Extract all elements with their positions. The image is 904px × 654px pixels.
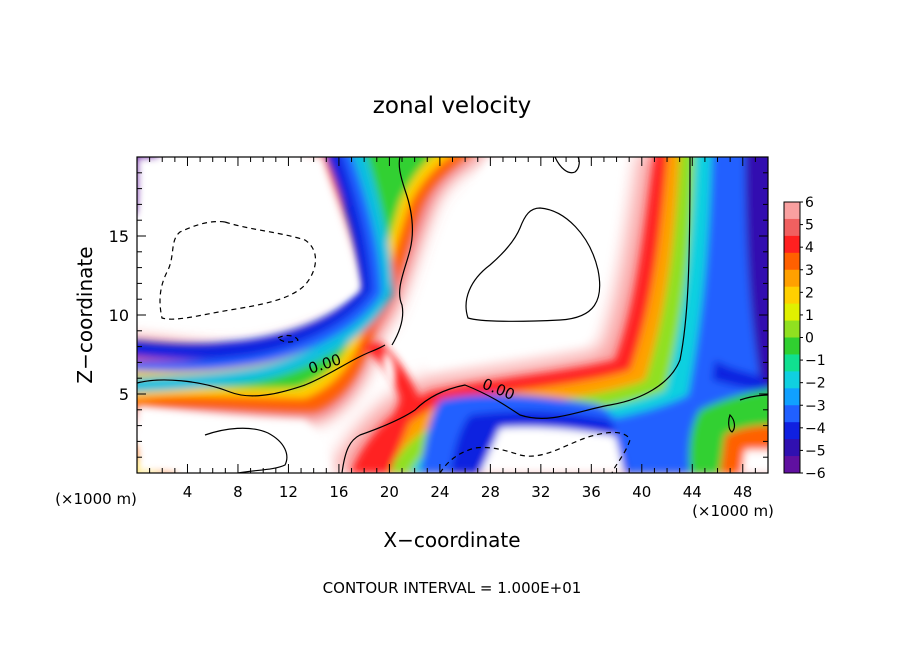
colorbar-swatch [784, 235, 800, 254]
contour-interval-note: CONTOUR INTERVAL = 1.000E+01 [323, 579, 582, 597]
x-tick-label: 12 [279, 483, 298, 501]
colorbar-swatch [784, 337, 800, 355]
contour-zero-left [137, 157, 414, 397]
y-tick-label: 5 [119, 385, 129, 404]
x-tick-label: 40 [632, 483, 651, 501]
contour-zero-right [341, 157, 691, 473]
x-tick-label: 36 [582, 483, 601, 501]
heatmap-field [137, 157, 768, 473]
colorbar-swatch [784, 286, 800, 305]
colorbar-swatch [784, 388, 800, 406]
y-tick-label: 15 [109, 227, 129, 246]
colorbar-swatch [784, 422, 800, 440]
colorbar-label: −2 [805, 376, 826, 392]
x-tick-label: 32 [531, 483, 550, 501]
colorbar-label: −4 [805, 421, 826, 437]
colorbar-label: −3 [805, 398, 826, 414]
colorbar-label: 2 [805, 285, 814, 301]
contour-lines [137, 157, 768, 473]
colorbar-swatch [784, 371, 800, 389]
colorbar-swatch [784, 405, 800, 423]
contour-closed-center [465, 207, 601, 322]
x-axis-label: X−coordinate [383, 528, 520, 552]
colorbar-label: 6 [805, 195, 814, 211]
x-tick-label: 16 [329, 483, 348, 501]
x-axis: 4 8 12 16 20 24 28 32 36 40 44 48 [149, 157, 756, 501]
x-tick-label: 8 [233, 483, 243, 501]
contour-right-blob [728, 394, 768, 433]
y-tick-label: 10 [109, 306, 129, 325]
colorbar-swatch [784, 252, 800, 271]
colorbar-label: −5 [805, 443, 826, 459]
colorbar-label: −1 [805, 353, 826, 369]
colorbar-label: 3 [805, 263, 814, 279]
x-tick-label: 24 [430, 483, 449, 501]
contour-dashed-upper-left [159, 220, 317, 320]
colorbar-swatch [784, 218, 800, 237]
colorbar-swatch [784, 439, 800, 457]
colorbar-swatch [784, 456, 800, 474]
y-axis-label: Z−coordinate [73, 246, 97, 383]
colorbar-swatch [784, 354, 800, 372]
colorbar-label: 1 [805, 308, 814, 324]
colorbar-swatch [784, 303, 800, 322]
colorbar: 6 5 4 3 2 1 0 −1 −2 −3 −4 −5 −6 [783, 195, 826, 482]
contour-bottom-left [204, 427, 288, 473]
x-tick-label: 48 [733, 483, 752, 501]
colorbar-label: 0 [805, 331, 814, 347]
contour-dashed-small [277, 334, 299, 343]
x-tick-label: 4 [183, 483, 193, 501]
colorbar-label: 4 [805, 240, 814, 256]
colorbar-swatch [784, 202, 800, 220]
y-axis: 5 10 15 [109, 172, 768, 458]
x-unit-right: (×1000 m) [692, 502, 774, 520]
contour-dashed-bottom [439, 431, 631, 473]
colorbar-label: −6 [805, 466, 826, 482]
x-tick-label: 20 [380, 483, 399, 501]
x-tick-label: 44 [683, 483, 702, 501]
chart-title: zonal velocity [373, 93, 531, 119]
colorbar-swatch [784, 269, 800, 288]
x-unit-left: (×1000 m) [55, 490, 137, 508]
x-tick-label: 28 [481, 483, 500, 501]
colorbar-swatch [784, 320, 800, 338]
colorbar-label: 5 [805, 218, 814, 234]
